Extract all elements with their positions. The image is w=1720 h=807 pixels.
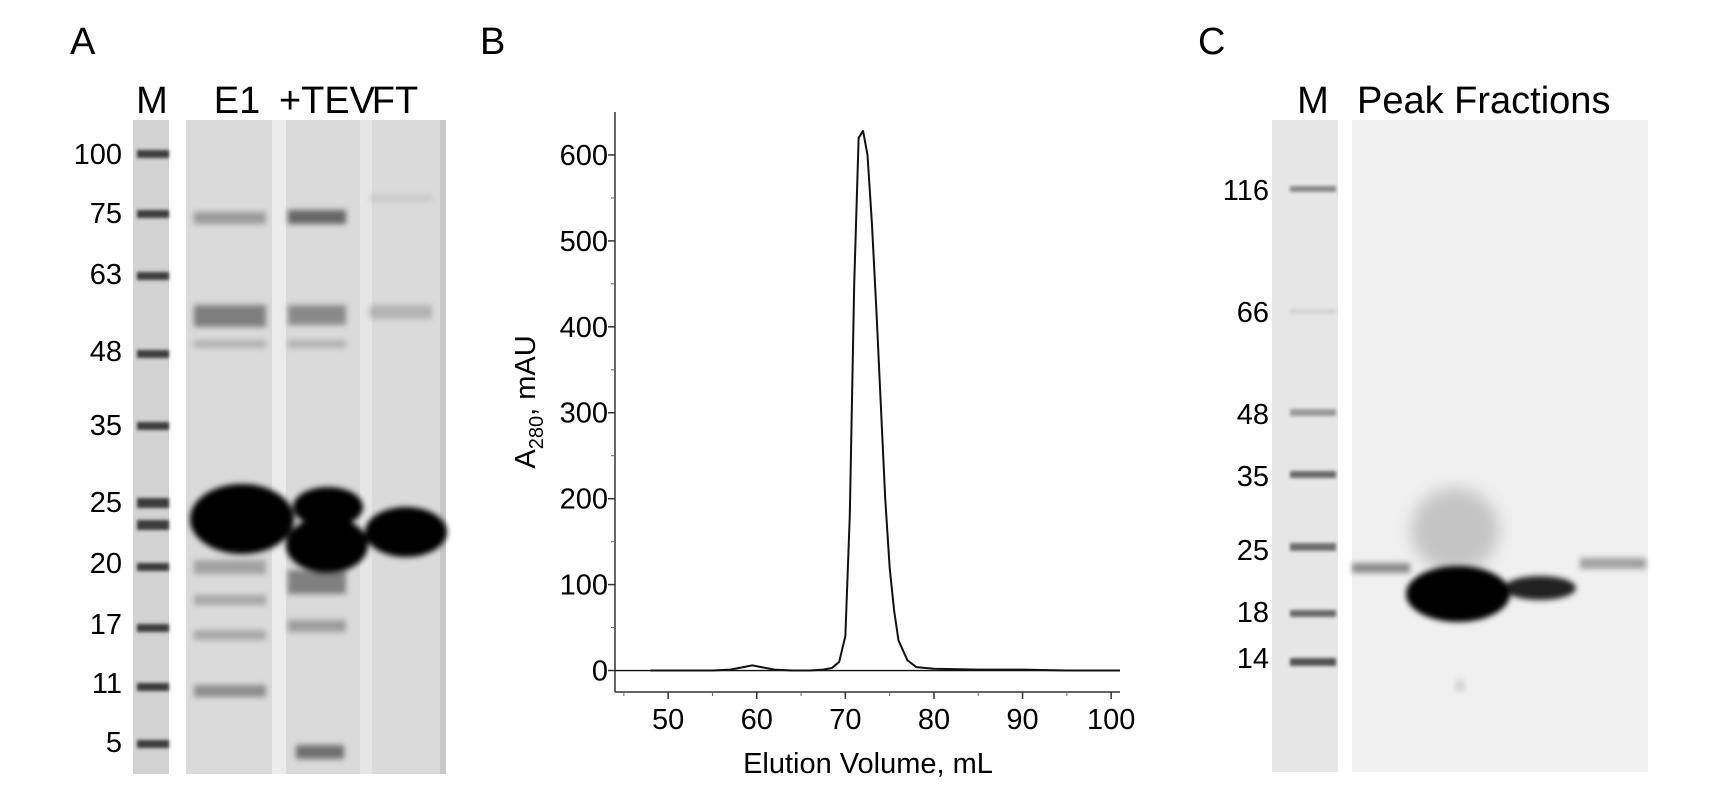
mw-label: 25 — [90, 487, 122, 519]
x-tick-label: 50 — [652, 704, 684, 736]
y-axis-title-rest: , mAU — [510, 335, 542, 416]
mw-label: 75 — [90, 198, 122, 230]
mw-label: 14 — [1237, 643, 1269, 675]
chromatogram-chart: 50 60 70 80 90 100 0 100 200 300 400 500 600 Elutio… — [510, 112, 1135, 780]
x-tick-label: 70 — [829, 704, 861, 736]
x-tick-label: 60 — [741, 704, 773, 736]
mw-label: 25 — [1237, 535, 1269, 567]
marker-labels-a: 100 75 63 48 35 25 20 17 11 5 — [74, 139, 122, 759]
y-axis-title-main: A — [510, 449, 542, 469]
y-tick-label: 0 — [592, 656, 608, 688]
gel-c-sample-lanes — [1352, 120, 1648, 772]
mw-label: 5 — [106, 727, 122, 759]
lane-label-peak-fractions: Peak Fractions — [1357, 80, 1610, 122]
mw-label: 35 — [1237, 461, 1269, 493]
y-axis-title: A280, mAU — [510, 335, 548, 468]
panel-a-letter: A — [70, 21, 96, 63]
mw-label: 63 — [90, 259, 122, 291]
y-tick-label: 500 — [560, 226, 608, 258]
mw-label: 48 — [1237, 399, 1269, 431]
series-layer — [615, 129, 1120, 672]
mw-label: 20 — [90, 548, 122, 580]
mw-label: 11 — [92, 668, 122, 700]
x-tick-label: 90 — [1006, 704, 1038, 736]
panel-b: B 50 60 70 80 90 100 0 100 200 300 400 500 600 Elut… — [480, 21, 1135, 780]
x-axis-title: Elution Volume, mL — [743, 748, 993, 780]
gel-a-marker-lane — [133, 120, 169, 774]
gel-c-marker-lane — [1272, 120, 1338, 772]
y-axis-title-sub: 280 — [526, 416, 548, 449]
lane-label-m: M — [1297, 80, 1329, 122]
panel-a: A M E1 +TEV FT 100 75 63 48 35 25 20 17 … — [70, 21, 447, 774]
marker-labels-c: 116 66 48 35 25 18 14 — [1223, 175, 1269, 675]
x-tick-label: 100 — [1087, 704, 1135, 736]
gel-a-sample-lanes — [186, 120, 447, 774]
lane-label-e1: E1 — [214, 80, 260, 122]
mw-label: 100 — [74, 139, 122, 171]
panel-c-letter: C — [1198, 21, 1225, 63]
mw-label: 116 — [1223, 175, 1269, 207]
chromatogram-trace — [650, 129, 1120, 672]
mw-label: 17 — [90, 609, 122, 641]
y-tick-label: 200 — [560, 484, 608, 516]
mw-label: 35 — [90, 410, 122, 442]
mw-label: 48 — [90, 336, 122, 368]
mw-label: 66 — [1237, 297, 1269, 329]
lane-label-tev: +TEV — [279, 80, 376, 122]
y-ticks: 0 100 200 300 400 500 600 — [560, 140, 615, 688]
lane-label-ft: FT — [372, 80, 418, 122]
y-tick-label: 300 — [560, 398, 608, 430]
lane-label-m: M — [136, 80, 168, 122]
panel-b-letter: B — [480, 21, 505, 63]
y-tick-label: 100 — [560, 570, 608, 602]
panel-c: C M Peak Fractions 116 66 48 35 25 18 14 — [1198, 21, 1648, 772]
x-tick-label: 80 — [918, 704, 950, 736]
x-ticks: 50 60 70 80 90 100 — [623, 692, 1135, 736]
y-tick-label: 600 — [560, 140, 608, 172]
mw-label: 18 — [1237, 597, 1269, 629]
y-tick-label: 400 — [560, 312, 608, 344]
